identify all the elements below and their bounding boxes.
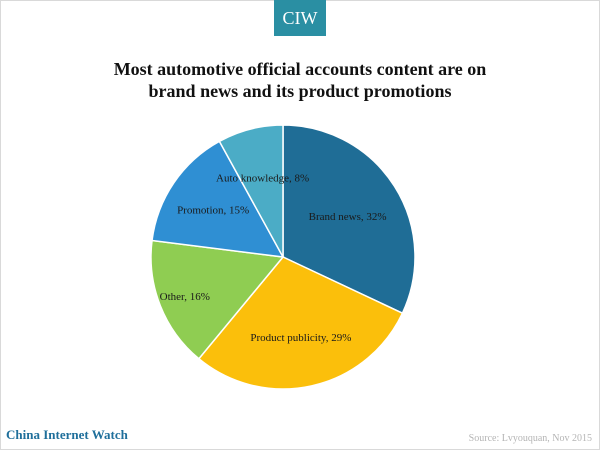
ciw-logo-badge: CIW xyxy=(274,0,326,36)
slice-label-product-publicity: Product publicity, 29% xyxy=(250,332,351,344)
slice-label-brand-news: Brand news, 32% xyxy=(309,211,387,223)
ciw-logo-text: CIW xyxy=(282,7,318,28)
source-note: Source: Lvyouquan, Nov 2015 xyxy=(468,433,592,444)
pie-labels: Brand news, 32% Product publicity, 29% Oth… xyxy=(160,173,387,344)
slice-label-promotion: Promotion, 15% xyxy=(177,205,249,217)
pie-slice-brand-news xyxy=(282,124,416,315)
pie-slice-promotion xyxy=(151,140,285,258)
slice-label-other: Other, 16% xyxy=(160,291,210,303)
pie-slices xyxy=(150,124,416,390)
pie-slice-product-publicity xyxy=(197,256,404,390)
china-internet-watch-brand: China Internet Watch xyxy=(6,427,128,442)
slice-label-auto-knowledge: Auto knowledge, 8% xyxy=(216,173,309,185)
chart-title: Most automotive official accounts conten… xyxy=(60,58,540,102)
chart-title-line1: Most automotive official accounts conten… xyxy=(113,59,487,79)
chart-title-line2: brand news and its product promotions xyxy=(148,81,452,101)
pie-slice-auto-knowledge xyxy=(218,124,284,258)
pie-slice-other xyxy=(150,239,285,360)
